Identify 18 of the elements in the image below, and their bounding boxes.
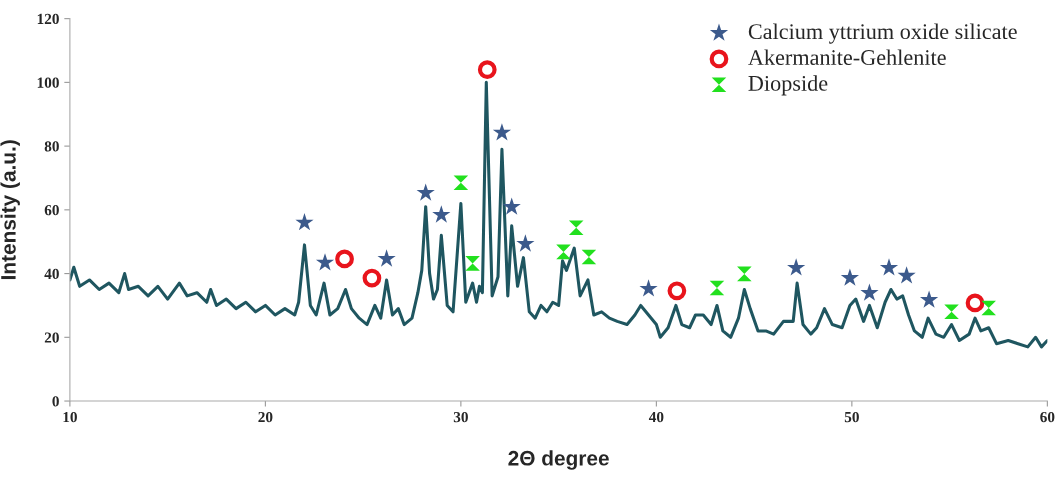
x-tick-label: 20 [258,411,273,423]
legend-label: Calcium yttrium oxide silicate [748,23,1017,44]
y-axis-title: Intensity (a.u.) [0,140,20,280]
x-tick-label: 50 [844,411,859,423]
x-axis-title: 2Θ degree [508,450,609,470]
legend-label: Akermanite-Gehlenite [748,49,946,66]
legend-label: Diopside [748,75,828,96]
y-tick-label: 120 [37,13,59,25]
x-tick-label: 60 [1040,411,1055,423]
x-tick-label: 40 [648,411,664,423]
y-tick-label: 80 [44,141,59,152]
x-tick-label: 30 [453,411,468,423]
x-tick-label: 10 [63,411,77,423]
y-tick-label: 0 [52,396,59,407]
y-tick-label: 40 [44,268,59,280]
y-tick-label: 60 [44,204,59,216]
y-tick-label: 20 [44,332,59,343]
y-tick-label: 100 [37,77,59,88]
